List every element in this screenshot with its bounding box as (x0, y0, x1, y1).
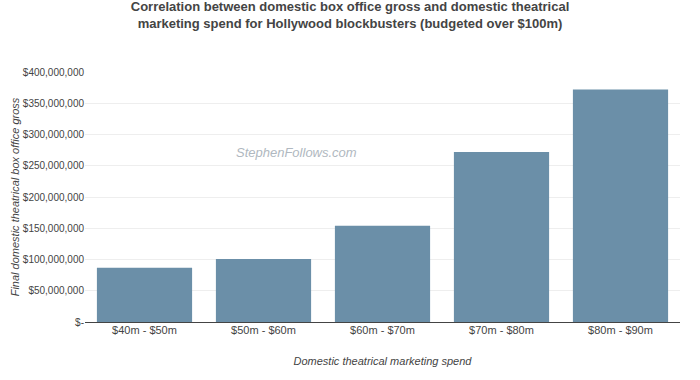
svg-text:$-: $- (75, 317, 84, 328)
svg-text:$50m - $60m: $50m - $60m (231, 324, 296, 336)
svg-text:$60m - $70m: $60m - $70m (350, 324, 415, 336)
svg-text:$250,000,000: $250,000,000 (23, 160, 85, 171)
svg-text:Correlation between domestic b: Correlation between domestic box office … (131, 0, 570, 31)
svg-text:$400,000,000: $400,000,000 (23, 67, 85, 78)
svg-text:Domestic theatrical marketing: Domestic theatrical marketing spend (294, 355, 473, 367)
svg-text:$100,000,000: $100,000,000 (23, 254, 85, 265)
svg-text:Final domestic theatrical box: Final domestic theatrical box office gro… (9, 97, 21, 296)
svg-text:$350,000,000: $350,000,000 (23, 98, 85, 109)
svg-text:$300,000,000: $300,000,000 (23, 129, 85, 140)
svg-text:StephenFollows.com: StephenFollows.com (236, 145, 357, 160)
svg-text:$40m - $50m: $40m - $50m (112, 324, 177, 336)
svg-text:$150,000,000: $150,000,000 (23, 223, 85, 234)
svg-text:$50,000,000: $50,000,000 (28, 285, 84, 296)
svg-text:$80m - $90m: $80m - $90m (588, 324, 653, 336)
svg-text:$70m - $80m: $70m - $80m (469, 324, 534, 336)
svg-text:$200,000,000: $200,000,000 (23, 192, 85, 203)
